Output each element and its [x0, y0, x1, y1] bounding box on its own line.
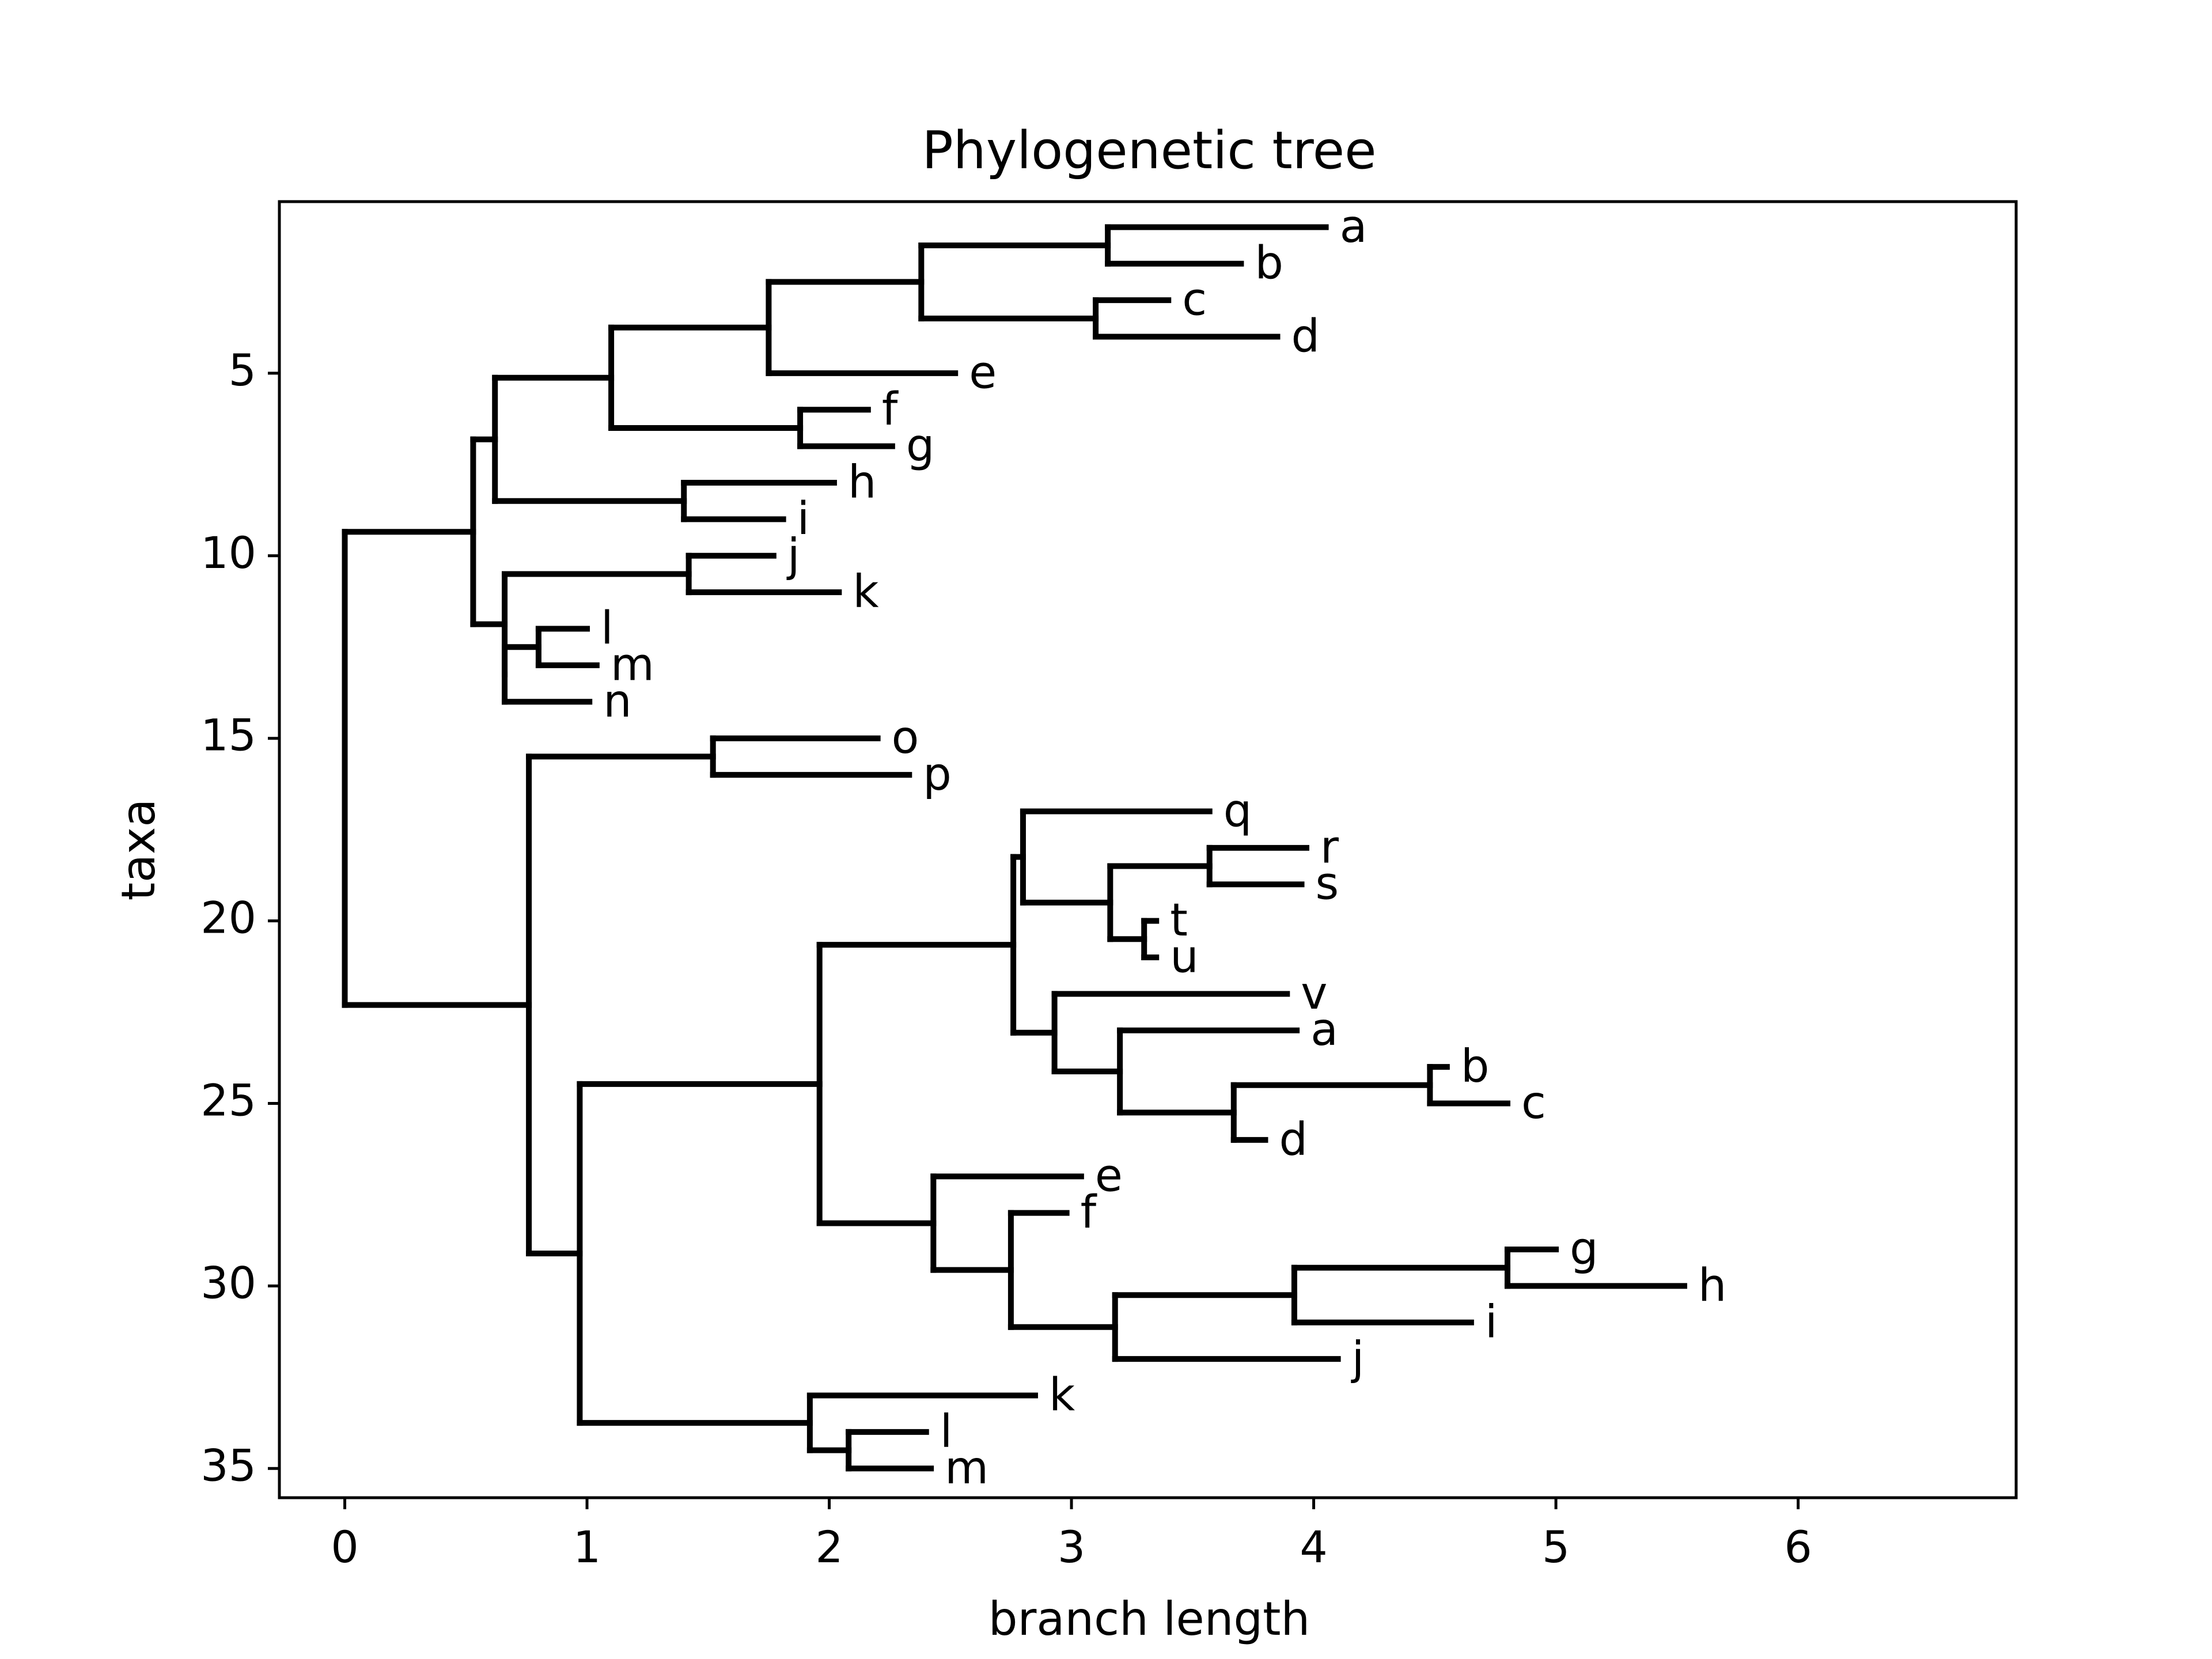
leaf-label: f: [1081, 1187, 1097, 1238]
leaf-label: f: [882, 384, 899, 435]
x-tick-label: 0: [331, 1521, 358, 1573]
leaf-label: h: [1698, 1260, 1726, 1312]
leaf-label: n: [603, 676, 631, 728]
leaf-label: s: [1316, 858, 1339, 910]
leaf-label: d: [1291, 310, 1320, 362]
tree-branches: [342, 224, 1687, 1472]
y-tick-label: 25: [200, 1074, 256, 1126]
leaf-label: h: [848, 457, 876, 509]
leaf-label: g: [1570, 1223, 1599, 1275]
y-axis-label: taxa: [112, 799, 165, 901]
y-tick-label: 10: [200, 527, 256, 578]
leaf-label: m: [945, 1442, 988, 1494]
leaf-label: j: [786, 529, 800, 581]
leaf-label: l: [601, 603, 613, 654]
leaf-label: o: [892, 712, 919, 764]
leaf-label: v: [1301, 968, 1327, 1020]
plot-frame: [278, 200, 2018, 1499]
y-tick-label: 20: [200, 892, 256, 944]
x-tick-label: 4: [1300, 1521, 1327, 1573]
x-tick-label: 1: [573, 1521, 601, 1573]
leaf-label: b: [1461, 1041, 1490, 1093]
leaf-label: k: [1049, 1369, 1075, 1421]
leaf-label: j: [1351, 1333, 1365, 1385]
leaf-label: c: [1182, 274, 1207, 326]
leaf-label: a: [1340, 201, 1368, 253]
y-tick-label: 35: [200, 1440, 256, 1491]
y-tick-label: 15: [200, 710, 256, 761]
x-tick-label: 2: [815, 1521, 843, 1573]
leaf-label: k: [853, 566, 878, 618]
leaf-label: t: [1170, 895, 1188, 946]
x-tick-label: 5: [1542, 1521, 1570, 1573]
leaf-label: l: [940, 1406, 953, 1457]
y-tick-label: 5: [229, 344, 256, 396]
x-axis-label: branch length: [988, 1592, 1310, 1646]
leaf-label: a: [1310, 1004, 1338, 1056]
leaf-label: r: [1320, 821, 1339, 873]
leaf-label: i: [797, 493, 810, 545]
leaf-label: b: [1255, 237, 1283, 289]
leaf-label: e: [969, 347, 997, 399]
leaf-label: e: [1095, 1150, 1123, 1202]
chart-title: Phylogenetic tree: [922, 120, 1377, 181]
y-tick-label: 30: [200, 1257, 256, 1308]
leaf-label: d: [1279, 1113, 1308, 1165]
leaf-label: m: [611, 639, 654, 691]
leaf-label: u: [1170, 931, 1198, 983]
leaf-label: q: [1224, 785, 1252, 837]
x-tick-label: 3: [1058, 1521, 1085, 1573]
leaf-label: g: [906, 420, 935, 472]
x-axis-ticks: 0 1 2 3 4 5 6: [331, 1498, 1812, 1573]
leaf-label: p: [923, 749, 952, 801]
leaf-label: c: [1521, 1077, 1546, 1129]
x-tick-label: 6: [1784, 1521, 1812, 1573]
y-axis-ticks: 5 10 15 20 25 30 35: [200, 344, 279, 1491]
leaf-label: i: [1485, 1296, 1498, 1348]
